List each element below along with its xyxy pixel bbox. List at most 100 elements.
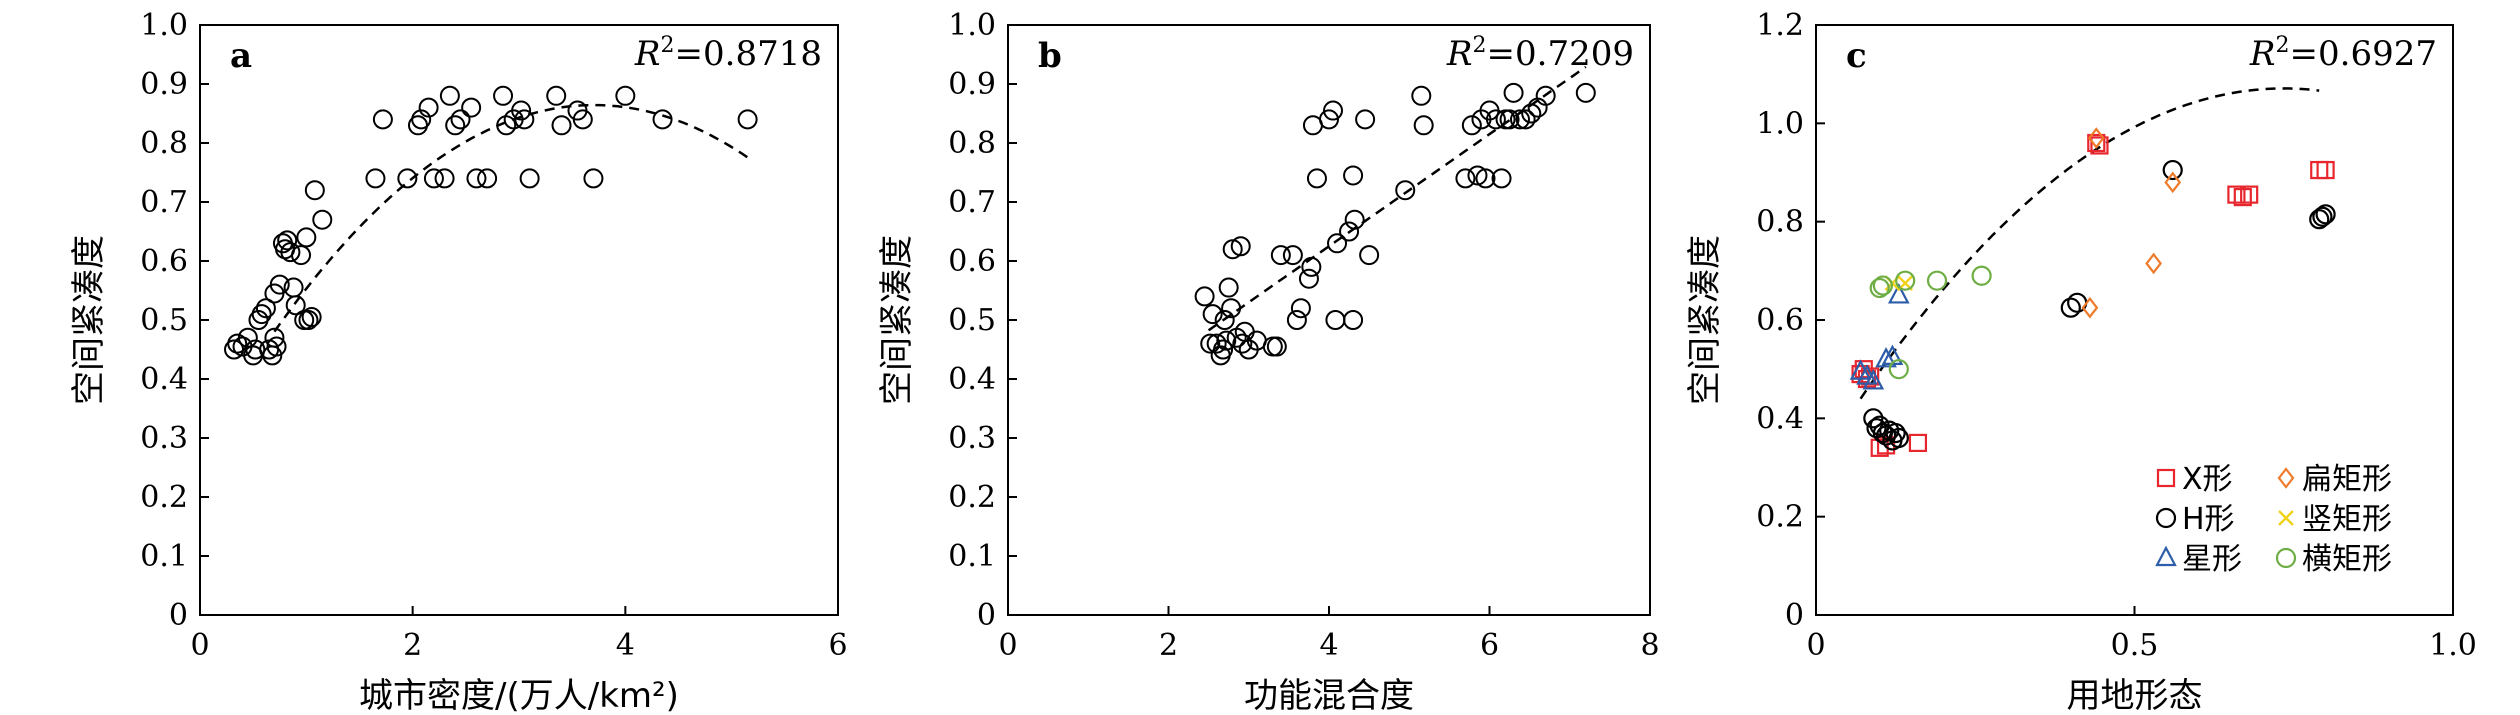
data-point <box>1455 168 1476 189</box>
data-point-h <box>2312 206 2333 227</box>
x-tick-label: 1.0 <box>2429 628 2477 663</box>
legend-marker-flat <box>2277 467 2295 489</box>
y-tick-label: 0.1 <box>948 539 996 574</box>
y-tick-label: 1.0 <box>140 8 188 43</box>
data-point-star <box>1862 369 1885 390</box>
y-tick-label: 0 <box>1785 598 1804 633</box>
data-point <box>1499 109 1520 130</box>
y-tick-label: 0.4 <box>948 362 996 397</box>
data-point <box>1214 310 1235 330</box>
data-point-h <box>1885 422 1906 444</box>
data-point <box>255 298 276 319</box>
x-tick-label: 6 <box>1480 628 1499 663</box>
data-point-horizontal <box>1888 359 1909 380</box>
y-tick-label: 0.9 <box>948 67 996 102</box>
data-point <box>269 274 290 295</box>
data-point <box>737 109 758 130</box>
data-point <box>1218 277 1239 298</box>
data-point <box>1286 310 1307 330</box>
data-point <box>1503 82 1524 103</box>
data-point <box>493 85 514 106</box>
data-point <box>365 168 386 189</box>
x-tick-label: 0.5 <box>2111 628 2159 663</box>
data-point <box>266 336 287 357</box>
legend-label-horizontal: 横矩形 <box>2302 542 2392 577</box>
x-tick-label: 2 <box>403 628 422 663</box>
legend-marker-x <box>2156 468 2176 488</box>
x-tick-label: 6 <box>828 628 847 663</box>
data-point <box>1411 85 1432 106</box>
data-point <box>397 168 418 189</box>
data-point <box>1461 115 1482 136</box>
data-point <box>1395 180 1416 201</box>
y-tick-label: 0.3 <box>140 421 188 456</box>
data-point <box>1339 221 1360 242</box>
data-point <box>466 168 487 189</box>
y-tick-label: 0.4 <box>140 362 188 397</box>
legend-marker-h <box>2155 507 2177 529</box>
data-point-h <box>1875 425 1897 446</box>
y-tick-label: 0.8 <box>948 126 996 161</box>
panel-b: 0 0.1 0.2 0.3 0.4 0.5 0.6 0.7 0.8 0.9 1.0 0 2 4 6 8 功能混合… <box>877 8 1660 715</box>
data-point <box>1359 245 1380 266</box>
data-point <box>1206 333 1227 354</box>
y-tick-label: 0.6 <box>948 244 996 279</box>
data-point <box>1290 298 1311 319</box>
data-point <box>615 85 636 106</box>
panel-c: 0 0.2 0.4 0.6 0.8 1.0 1.2 0 0.5 1.0 用地形态 空间紧凑度 c R2=0… <box>1685 8 2477 715</box>
data-point-x <box>2090 136 2109 155</box>
data-point <box>1509 109 1530 130</box>
data-point-x <box>1851 364 1870 384</box>
data-point <box>450 109 471 130</box>
panel-a: 0 0.1 0.2 0.3 0.4 0.5 0.6 0.7 0.8 0.9 1.0 0 2 4 6 城市密度/… <box>69 8 848 715</box>
y-tick-label: 1.2 <box>1756 8 1804 43</box>
y-tick-label: 0.7 <box>948 185 996 220</box>
data-point <box>1194 286 1215 307</box>
y-tick-label: 0.4 <box>1756 401 1804 436</box>
data-point <box>411 109 432 130</box>
plot-frame <box>1007 24 1651 616</box>
legend-label-vertical: 竖矩形 <box>2302 502 2392 537</box>
data-point <box>1200 333 1221 354</box>
data-point <box>301 307 322 328</box>
data-point <box>304 180 325 201</box>
data-point <box>1413 115 1434 136</box>
data-point <box>461 97 482 118</box>
legend-label-x: X形 <box>2182 462 2233 497</box>
data-point <box>277 230 298 251</box>
x-axis-title: 城市密度/(万人/km²) <box>359 676 679 715</box>
y-tick-label: 0 <box>169 598 188 633</box>
y-tick-label: 0.2 <box>140 480 188 515</box>
data-point <box>1222 239 1243 260</box>
data-point-horizontal <box>1869 277 1890 299</box>
data-point <box>1325 310 1346 330</box>
data-point <box>251 304 272 325</box>
panel-label: c <box>1846 36 1867 76</box>
data-point <box>434 168 455 189</box>
data-point <box>551 115 572 136</box>
fit-curve <box>273 103 749 333</box>
data-point-horizontal <box>1872 275 1893 296</box>
data-point <box>1282 245 1303 266</box>
y-tick-label: 0.2 <box>948 480 996 515</box>
data-point <box>445 115 466 136</box>
data-point <box>1515 109 1536 130</box>
data-point <box>1202 304 1223 325</box>
panel-label: b <box>1038 36 1062 76</box>
data-point <box>1355 109 1376 130</box>
data-point <box>1270 245 1291 266</box>
data-point-star <box>1875 346 1897 368</box>
data-point <box>372 109 393 130</box>
data-point-flat <box>2145 252 2163 275</box>
x-axis-title: 用地形态 <box>2067 676 2203 715</box>
legend-label-h: H形 <box>2182 502 2235 537</box>
data-point <box>1323 100 1344 121</box>
x-tick-label: 0 <box>998 628 1017 663</box>
data-point <box>1575 82 1596 103</box>
data-point <box>237 327 258 348</box>
data-point <box>1262 336 1283 357</box>
y-tick-label: 0.5 <box>140 303 188 338</box>
data-point <box>1232 333 1253 354</box>
data-point <box>312 209 333 230</box>
